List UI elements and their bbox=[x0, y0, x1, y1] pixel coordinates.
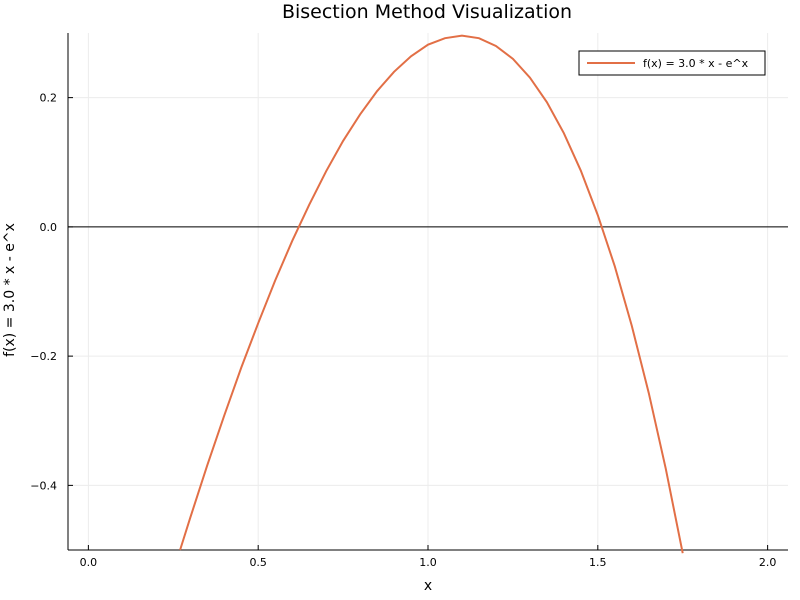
y-axis-title: f(x) = 3.0 * x - e^x bbox=[2, 223, 18, 357]
x-axis-title: x bbox=[424, 578, 432, 594]
x-tick-label: 1.5 bbox=[589, 556, 607, 569]
x-tick-label: 2.0 bbox=[759, 556, 777, 569]
x-tick-label: 0.5 bbox=[249, 556, 267, 569]
legend-label: f(x) = 3.0 * x - e^x bbox=[643, 57, 749, 70]
ticks: 0.0 0.5 1.0 1.5 2.0 −0.4 −0.2 0.0 0.2 bbox=[30, 92, 776, 569]
series-line bbox=[179, 34, 684, 554]
chart-title: Bisection Method Visualization bbox=[282, 1, 572, 23]
y-tick-label: 0.0 bbox=[40, 221, 58, 234]
grid bbox=[68, 33, 788, 550]
y-tick-label: 0.2 bbox=[40, 92, 58, 105]
x-tick-label: 1.0 bbox=[419, 556, 437, 569]
y-tick-label: −0.2 bbox=[30, 350, 57, 363]
legend: f(x) = 3.0 * x - e^x bbox=[578, 50, 766, 76]
x-tick-label: 0.0 bbox=[80, 556, 98, 569]
y-tick-label: −0.4 bbox=[30, 479, 57, 492]
